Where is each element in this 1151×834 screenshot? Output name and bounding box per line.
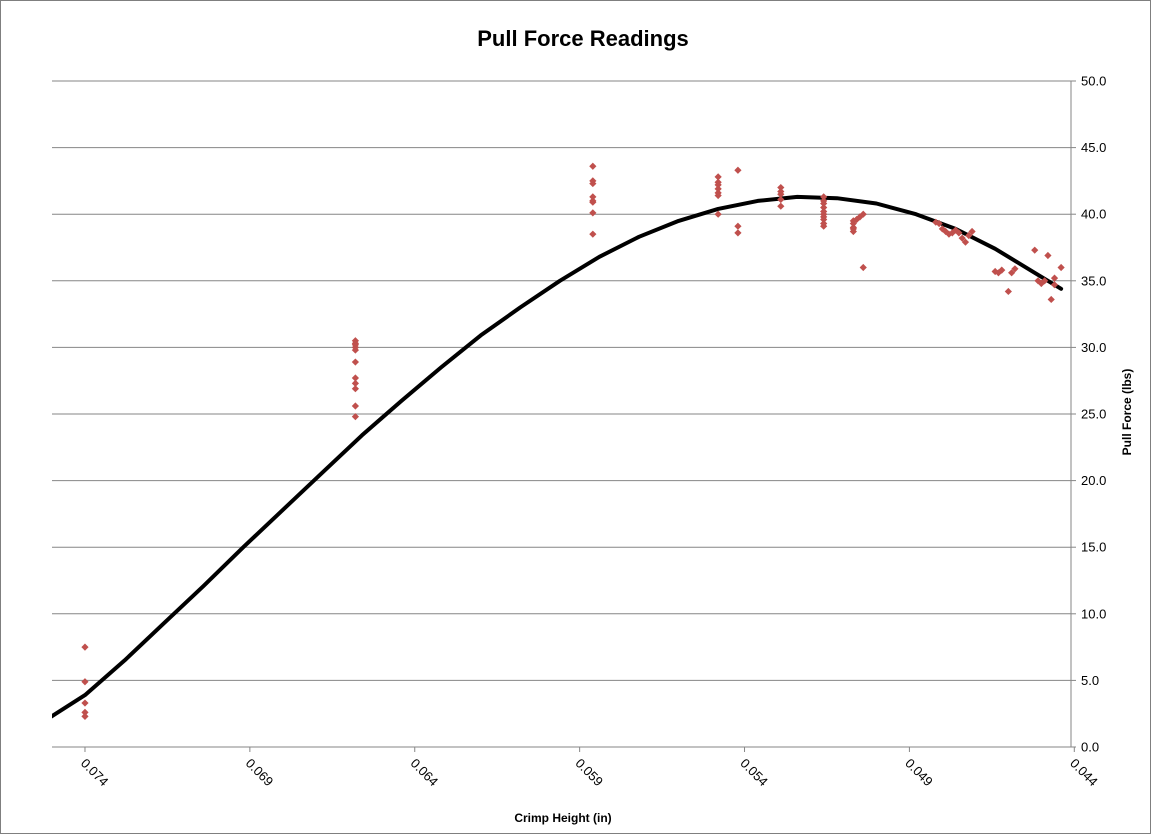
y-tick-labels: 0.0 5.0 10.0 15.0 20.0 25.0 30.0 35.0 40.0 45.0 50… (1081, 74, 1106, 755)
x-tick-label: 0.054 (737, 756, 771, 790)
y-tick-label: 40.0 (1081, 207, 1106, 222)
y-tick-label: 35.0 (1081, 273, 1106, 288)
y-tick-label: 10.0 (1081, 606, 1106, 621)
data-point (1047, 295, 1055, 304)
data-point (81, 678, 89, 686)
data-point (961, 238, 970, 246)
data-point (968, 227, 976, 236)
data-point (777, 202, 785, 210)
data-point (351, 402, 359, 410)
y-tick-label: 25.0 (1081, 407, 1106, 422)
trendline (52, 194, 1064, 719)
data-point (1057, 263, 1065, 272)
data-point (351, 358, 359, 366)
data-point (351, 346, 359, 354)
data-point (351, 413, 359, 421)
data-point (81, 699, 89, 707)
y-tick-label: 50.0 (1081, 74, 1106, 89)
x-axis-title: Crimp Height (in) (514, 811, 611, 825)
data-point (589, 162, 597, 170)
data-point (714, 181, 722, 189)
data-point (998, 266, 1006, 274)
data-points (81, 162, 1065, 720)
data-point (81, 712, 89, 720)
data-point (1011, 265, 1019, 273)
x-tick-labels: 0.074 0.069 0.064 0.059 0.054 0.049 0.044 (78, 756, 1101, 790)
x-tick-label: 0.059 (573, 756, 607, 790)
data-point (849, 217, 857, 225)
data-point (1008, 269, 1016, 277)
data-point (589, 193, 597, 201)
data-point (820, 199, 828, 208)
data-point (589, 198, 597, 206)
data-point (351, 374, 359, 382)
data-point (351, 385, 359, 393)
data-point (958, 234, 966, 242)
data-point (734, 222, 742, 230)
y-tick-label: 45.0 (1081, 140, 1106, 155)
data-point (714, 185, 722, 193)
x-tick-label: 0.069 (243, 756, 277, 790)
data-point (81, 643, 89, 651)
data-point (849, 227, 857, 236)
data-point (820, 222, 828, 230)
data-point (1050, 274, 1059, 282)
data-point (777, 183, 785, 192)
chart-title: Pull Force Readings (477, 26, 689, 51)
data-point (714, 191, 722, 200)
y-tick-label: 20.0 (1081, 473, 1106, 488)
x-tick-label: 0.049 (902, 756, 936, 790)
data-point (859, 263, 867, 272)
axes (52, 80, 1076, 752)
data-point (1031, 246, 1039, 254)
data-point (820, 193, 828, 201)
data-point (1044, 251, 1052, 260)
data-point (965, 231, 973, 240)
data-point (589, 209, 597, 217)
y-tick-label: 15.0 (1081, 540, 1106, 555)
data-point (734, 166, 742, 174)
y-tick-label: 5.0 (1081, 673, 1099, 688)
data-point (777, 195, 785, 204)
data-point (994, 269, 1003, 277)
data-point (714, 173, 722, 181)
data-point (820, 203, 828, 212)
data-point (935, 219, 943, 228)
data-point (589, 179, 597, 188)
data-point (955, 229, 963, 237)
data-point (1004, 287, 1012, 296)
trendline-path (52, 194, 1064, 719)
data-point (859, 210, 867, 218)
x-tick-label: 0.074 (78, 756, 112, 790)
data-point (351, 341, 359, 349)
data-point (734, 229, 742, 237)
data-point (714, 210, 722, 218)
data-point (1041, 277, 1049, 285)
data-point (351, 379, 359, 387)
x-tick-label: 0.044 (1067, 756, 1101, 790)
y-axis-title: Pull Force (lbs) (1120, 369, 1134, 456)
data-point (589, 230, 597, 238)
y-tick-label: 30.0 (1081, 340, 1106, 355)
data-point (81, 708, 89, 716)
gridlines (52, 80, 1071, 681)
data-point (777, 190, 785, 198)
data-point (820, 215, 828, 224)
y-tick-label: 0.0 (1081, 740, 1099, 755)
data-point (1050, 281, 1059, 289)
x-tick-label: 0.064 (408, 756, 442, 790)
